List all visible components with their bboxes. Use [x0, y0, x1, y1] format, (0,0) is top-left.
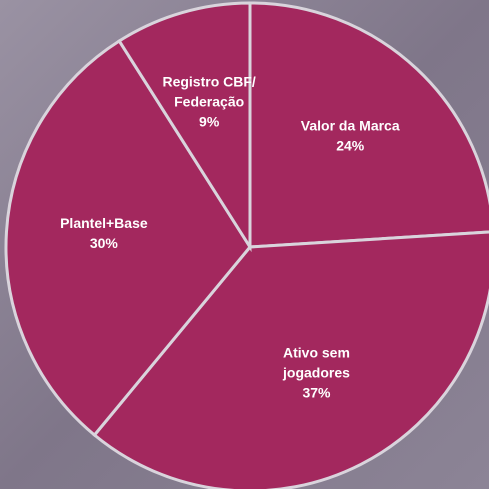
pie-slice — [4, 38, 252, 438]
pie-slice — [248, 1, 489, 249]
slice-label: Plantel+Base — [60, 215, 148, 231]
pie-slice — [117, 1, 252, 253]
value-label: 9% — [199, 113, 220, 129]
slice-label: Registro CBF/Federação — [162, 73, 255, 109]
value-label: 30% — [90, 235, 119, 251]
slice-label: Valor da Marca — [301, 117, 400, 133]
value-label: 37% — [302, 384, 331, 400]
pie-slice — [92, 230, 489, 489]
slice-label: Ativo sem jogadores — [282, 344, 350, 380]
value-label: 24% — [336, 137, 365, 153]
